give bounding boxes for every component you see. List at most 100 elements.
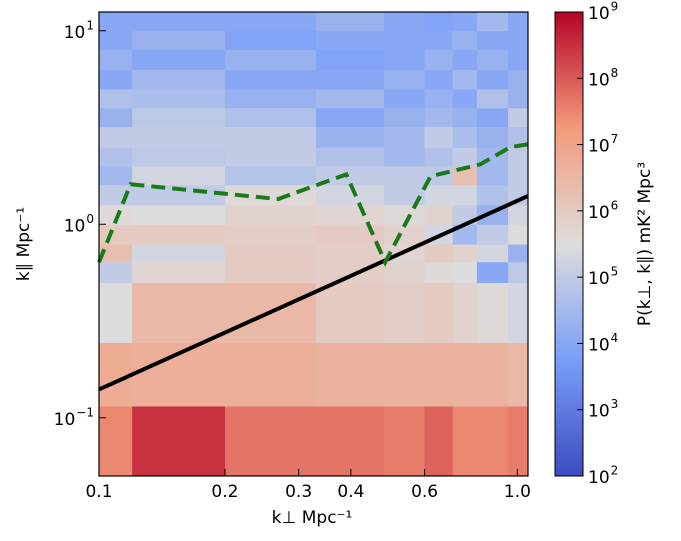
heatmap-cell: [315, 126, 385, 148]
colorbar-tick-label: 10: [588, 335, 610, 355]
heatmap-cell: [224, 184, 317, 206]
colorbar-tick-label: 10: [588, 468, 610, 488]
heatmap-cell: [224, 224, 317, 245]
heatmap-cell: [384, 282, 426, 343]
heatmap-cell: [315, 69, 385, 90]
heatmap-cell: [476, 282, 509, 343]
heatmap-cell: [508, 107, 529, 128]
heatmap-cell: [315, 49, 385, 71]
heatmap-cell: [384, 12, 426, 32]
colorbar-tick-label-exponent: 9: [611, 0, 619, 14]
heatmap-cell: [132, 49, 226, 71]
heatmap-cell: [508, 282, 529, 343]
heatmap-cell: [99, 49, 133, 71]
heatmap-cell: [384, 126, 426, 148]
heatmap-cell: [384, 224, 426, 245]
heatmap-cell: [452, 261, 478, 284]
x-tick-label: 0.4: [337, 482, 364, 502]
heatmap-cell: [476, 49, 509, 71]
heatmap-cell: [384, 261, 426, 284]
heatmap-cell: [132, 244, 226, 263]
x-tick-label: 0.2: [211, 482, 238, 502]
heatmap-cell: [424, 89, 454, 109]
y-tick-label: 10: [64, 23, 86, 43]
heatmap-cell: [424, 261, 454, 284]
colorbar-tick-label-exponent: 8: [611, 66, 619, 80]
colorbar-tick-label-exponent: 6: [611, 198, 619, 212]
x-axis-label: k⊥ Mpc⁻¹: [272, 508, 353, 528]
heatmap-cell: [224, 49, 317, 71]
heatmap-cell: [508, 224, 529, 245]
heatmap-cell: [132, 12, 226, 32]
heatmap-cell: [452, 147, 478, 167]
heatmap-cell: [132, 126, 226, 148]
heatmap-cell: [315, 12, 385, 32]
heatmap-cell: [424, 184, 454, 206]
heatmap-cell: [99, 342, 133, 407]
x-tick-label: 0.1: [85, 482, 112, 502]
heatmap-cell: [315, 30, 385, 51]
heatmap-cell: [384, 30, 426, 51]
heatmap-cell: [224, 244, 317, 263]
heatmap-cell: [315, 342, 385, 407]
heatmap-cell: [315, 406, 385, 477]
heatmap-cell: [132, 69, 226, 90]
heatmap-cell: [452, 282, 478, 343]
heatmap-cell: [315, 244, 385, 263]
heatmap-cell: [224, 342, 317, 407]
heatmap-cell: [476, 107, 509, 128]
heatmap-cell: [132, 107, 226, 128]
heatmap-cell: [224, 89, 317, 109]
y-tick-label: 10: [64, 216, 86, 236]
heatmap-cell: [224, 126, 317, 148]
heatmap-cell: [508, 244, 529, 263]
line: [98, 194, 529, 392]
heatmap-cell: [508, 261, 529, 284]
colorbar-tick-label: 10: [588, 70, 610, 90]
heatmap-cell: [315, 147, 385, 167]
colorbar-tick-label-exponent: 2: [611, 464, 619, 478]
heatmap-cell: [224, 261, 317, 284]
heatmap-cell: [384, 342, 426, 407]
heatmap-cell: [224, 147, 317, 167]
heatmap-cell: [315, 89, 385, 109]
heatmap-cell: [476, 261, 509, 284]
heatmap-cell: [508, 126, 529, 148]
heatmap-cell: [508, 204, 529, 225]
heatmap-cell: [476, 89, 509, 109]
heatmap-cell: [476, 342, 509, 407]
colorbar-tick-label: 10: [588, 4, 610, 24]
heatmap-cell: [132, 166, 226, 186]
heatmap-cell: [224, 406, 317, 477]
x-tick-label: 0.3: [285, 482, 312, 502]
colorbar-label: P(k⊥, k∥) mK² Mpc³: [635, 162, 655, 326]
heatmap-cell: [315, 204, 385, 225]
heatmap-cell: [424, 406, 454, 477]
heatmap-cell: [384, 184, 426, 206]
heatmap-cell: [315, 184, 385, 206]
heatmap-cell: [476, 30, 509, 51]
heatmap-cell: [424, 126, 454, 148]
heatmap-cell: [424, 204, 454, 225]
heatmap-cell: [99, 282, 133, 343]
heatmap-cell: [224, 30, 317, 51]
heatmap-cell: [508, 406, 529, 477]
colorbar-tick-label-exponent: 4: [611, 331, 619, 345]
colorbar-tick-label: 10: [588, 269, 610, 289]
heatmap-cell: [99, 69, 133, 90]
heatmap-cell: [476, 69, 509, 90]
heatmap-cell: [99, 166, 133, 186]
heatmap-cell: [99, 147, 133, 167]
line: [97, 142, 529, 267]
heatmap-cell: [424, 282, 454, 343]
heatmap-cell: [452, 184, 478, 206]
heatmap-cell: [452, 342, 478, 407]
heatmap-cell: [384, 147, 426, 167]
heatmap-cell: [132, 282, 226, 343]
heatmap-cell: [132, 204, 226, 225]
heatmap-cell: [424, 49, 454, 71]
heatmap-cell: [508, 89, 529, 109]
heatmap-cell: [224, 204, 317, 225]
heatmap-cell: [99, 126, 133, 148]
